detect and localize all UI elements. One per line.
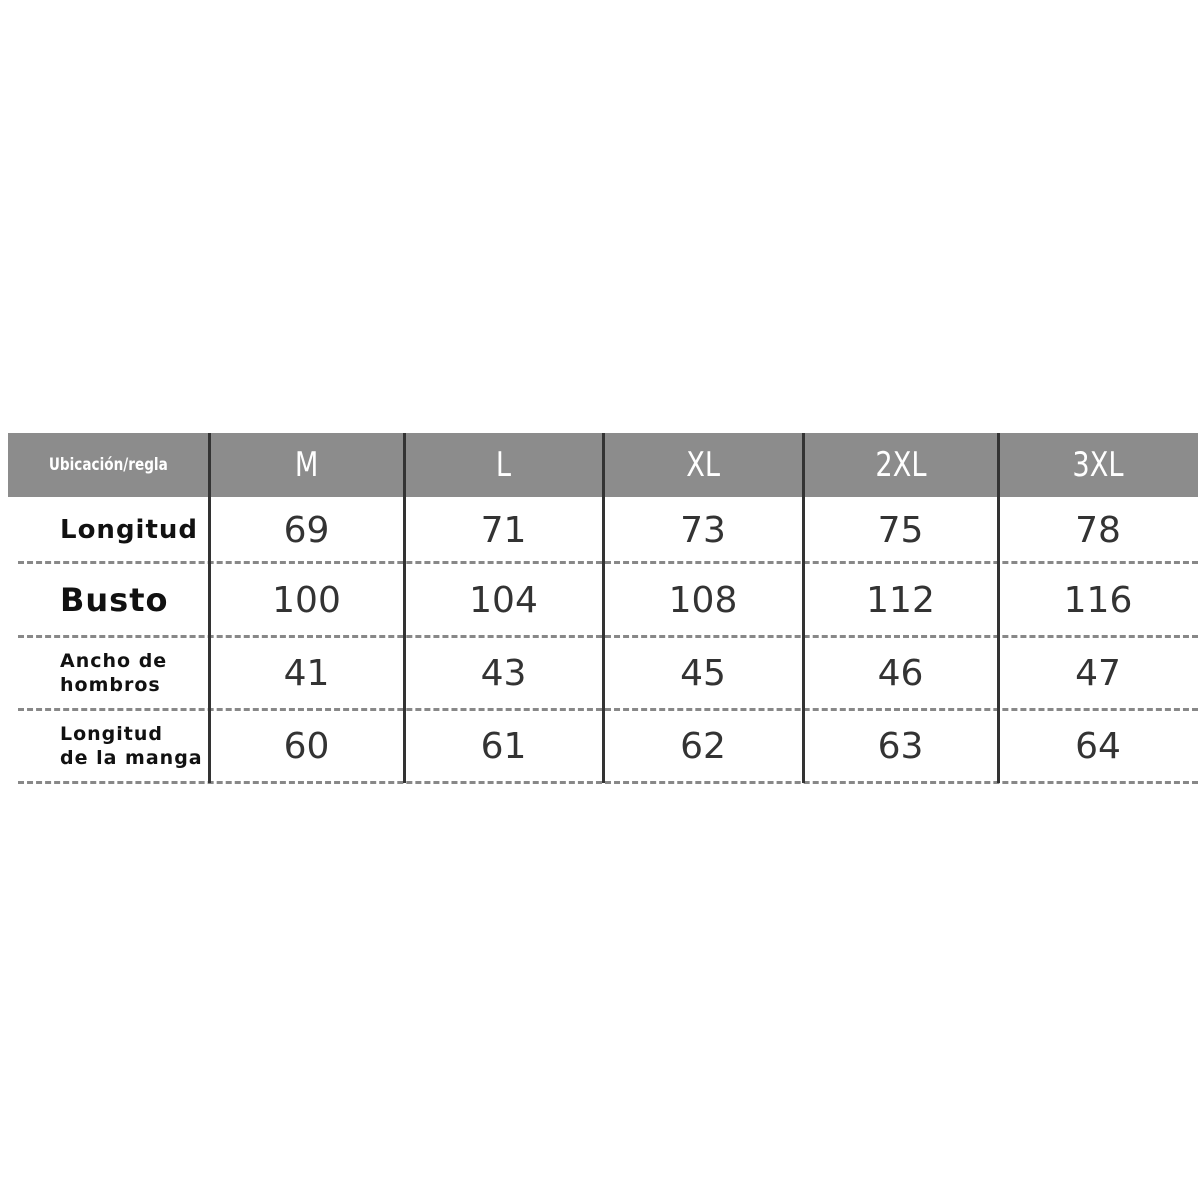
row-label-text: Longitud de la manga: [60, 722, 203, 769]
row-label-text: Longitud: [60, 514, 199, 545]
row-label-text: Busto: [60, 581, 169, 619]
size-value-text: 63: [877, 726, 924, 767]
row-separator: [18, 635, 1198, 638]
size-value: 104: [404, 563, 603, 637]
size-value: 63: [803, 710, 998, 783]
row-label-text: Ancho de hombros: [60, 649, 168, 696]
size-value-text: 41: [283, 653, 330, 694]
size-value: 46: [803, 637, 998, 710]
header-cell: 3XL: [998, 433, 1198, 497]
size-value-text: 71: [480, 509, 527, 551]
row-separator: [18, 561, 1198, 564]
size-value-text: 60: [283, 726, 330, 767]
header-cell-text: 3XL: [1072, 445, 1124, 485]
size-value: 45: [603, 637, 803, 710]
row-separator: [18, 781, 1198, 784]
size-value-text: 104: [469, 579, 538, 621]
header-cell-text: M: [294, 445, 319, 485]
header-cell: Ubicación/regla: [8, 433, 209, 497]
size-value: 75: [803, 497, 998, 563]
header-cell-text: Ubicación/regla: [49, 455, 168, 475]
size-value: 116: [998, 563, 1198, 637]
size-value-text: 75: [877, 509, 924, 551]
size-value: 71: [404, 497, 603, 563]
size-value: 64: [998, 710, 1198, 783]
size-value: 41: [209, 637, 404, 710]
size-value-text: 108: [668, 579, 738, 621]
header-cell: M: [209, 433, 404, 497]
header-cell-text: XL: [686, 445, 720, 485]
size-value: 69: [209, 497, 404, 563]
size-value-text: 43: [480, 653, 527, 694]
size-value-text: 116: [1063, 579, 1133, 621]
size-value: 61: [404, 710, 603, 783]
size-value: 112: [803, 563, 998, 637]
size-value-text: 47: [1075, 653, 1121, 694]
header-cell: L: [404, 433, 603, 497]
size-value-text: 112: [866, 579, 935, 621]
size-value: 47: [998, 637, 1198, 710]
size-value-text: 73: [680, 509, 726, 551]
header-cell: 2XL: [803, 433, 998, 497]
column-divider: [802, 433, 805, 783]
size-value: 78: [998, 497, 1198, 563]
column-divider: [208, 433, 211, 783]
header-cell-text: L: [495, 445, 512, 485]
size-value: 100: [209, 563, 404, 637]
size-value-text: 78: [1075, 509, 1121, 551]
size-value-text: 62: [680, 726, 726, 767]
size-value-text: 45: [680, 653, 726, 694]
column-divider: [403, 433, 406, 783]
row-label: Busto: [8, 563, 209, 637]
row-label: Longitud: [8, 497, 209, 563]
column-divider: [997, 433, 1000, 783]
size-value-text: 64: [1075, 726, 1121, 767]
size-value-text: 61: [480, 726, 527, 767]
size-value: 73: [603, 497, 803, 563]
header-cell-text: 2XL: [874, 445, 927, 485]
size-value: 43: [404, 637, 603, 710]
size-value-text: 69: [283, 509, 330, 551]
size-value: 60: [209, 710, 404, 783]
column-divider: [602, 433, 605, 783]
size-value-text: 46: [877, 653, 924, 694]
row-separator: [18, 708, 1198, 711]
size-value-text: 100: [272, 579, 341, 621]
row-label: Ancho de hombros: [8, 637, 209, 710]
size-value: 62: [603, 710, 803, 783]
size-value: 108: [603, 563, 803, 637]
header-cell: XL: [603, 433, 803, 497]
row-label: Longitud de la manga: [8, 710, 209, 783]
